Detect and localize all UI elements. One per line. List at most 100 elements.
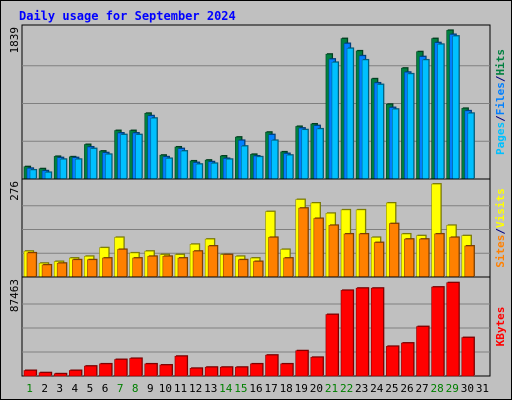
bar-pages-day-6	[105, 154, 112, 180]
bar-pages-day-27	[422, 59, 429, 180]
bar-kbytes-day-19	[295, 350, 309, 377]
x-tick-label-day-18: 18	[280, 382, 293, 395]
panel-mid-ymax-label: 276	[8, 181, 21, 201]
bar-pages-day-7	[120, 134, 127, 180]
legend-part-kbytes: KBytes	[494, 307, 507, 347]
bar-kbytes-day-10	[159, 364, 173, 377]
bar-pages-day-17	[271, 140, 278, 180]
bar-pages-day-30	[467, 113, 475, 180]
bar-pages-day-25	[392, 108, 399, 180]
bar-pages-day-12	[195, 163, 203, 180]
panel-top-legend-label: Pages/Files/Hits	[494, 49, 507, 155]
bar-pages-day-24	[376, 84, 384, 180]
x-tick-label-day-12: 12	[189, 382, 202, 395]
x-tick-label-day-27: 27	[415, 382, 428, 395]
bar-kbytes-day-16	[250, 363, 263, 377]
x-tick-label-day-23: 23	[355, 382, 368, 395]
bar-sites-day-8	[132, 257, 143, 278]
bar-sites-day-30	[464, 245, 475, 278]
bar-sites-day-3	[56, 262, 67, 278]
panel-top-ymax-label: 1839	[8, 27, 21, 54]
bar-kbytes-day-21	[325, 314, 339, 377]
bar-pages-day-11	[180, 150, 188, 180]
bar-kbytes-day-11	[174, 355, 188, 377]
panel-bot-ymax-label: 87463	[8, 279, 21, 312]
x-tick-label-day-21: 21	[325, 382, 338, 395]
bar-sites-day-13	[207, 245, 218, 278]
bar-pages-day-14	[225, 158, 233, 180]
bar-pages-day-13	[210, 163, 218, 180]
bar-kbytes-day-5	[84, 365, 97, 377]
bar-kbytes-day-27	[416, 326, 429, 377]
bar-kbytes-day-28	[431, 286, 445, 377]
x-tick-label-day-26: 26	[400, 382, 413, 395]
bar-kbytes-day-18	[280, 363, 294, 377]
bar-pages-day-26	[407, 73, 414, 180]
bar-pages-day-21	[331, 62, 339, 180]
bar-kbytes-day-20	[310, 357, 324, 377]
bar-sites-day-14	[222, 254, 233, 278]
bar-kbytes-day-12	[189, 368, 203, 377]
x-tick-label-day-30: 30	[461, 382, 474, 395]
x-tick-label-day-10: 10	[159, 382, 172, 395]
x-tick-label-day-24: 24	[370, 382, 384, 395]
bar-sites-day-25	[389, 223, 399, 278]
bar-kbytes-day-23	[355, 287, 369, 377]
bar-kbytes-day-25	[386, 346, 399, 377]
bar-kbytes-day-3	[53, 373, 67, 377]
x-tick-label-day-14: 14	[219, 382, 233, 395]
bar-sites-day-5	[87, 259, 97, 278]
x-tick-label-day-5: 5	[87, 382, 94, 395]
bar-sites-day-4	[71, 259, 82, 278]
bar-kbytes-day-26	[401, 342, 414, 377]
bar-pages-day-3	[59, 158, 67, 180]
bar-sites-day-24	[373, 242, 384, 278]
x-tick-label-day-11: 11	[174, 382, 187, 395]
bar-kbytes-day-8	[129, 358, 143, 377]
x-tick-label-day-16: 16	[249, 382, 262, 395]
bar-sites-day-7	[117, 249, 127, 278]
bar-sites-day-17	[268, 237, 278, 278]
x-tick-label-day-2: 2	[41, 382, 48, 395]
bar-sites-day-15	[238, 259, 248, 278]
bar-pages-day-16	[256, 156, 263, 180]
x-tick-label-day-9: 9	[147, 382, 154, 395]
x-tick-label-day-8: 8	[132, 382, 139, 395]
bar-kbytes-day-29	[446, 282, 460, 377]
x-tick-label-day-13: 13	[204, 382, 217, 395]
x-tick-label-day-19: 19	[295, 382, 308, 395]
bar-kbytes-day-2	[38, 372, 52, 377]
bar-pages-day-9	[150, 117, 158, 180]
bar-pages-day-19	[301, 129, 309, 180]
bar-pages-day-2	[44, 172, 52, 180]
bar-kbytes-day-4	[68, 370, 82, 377]
x-tick-label-day-20: 20	[310, 382, 323, 395]
bar-sites-day-21	[328, 225, 339, 278]
bar-sites-day-2	[41, 264, 52, 278]
bar-sites-day-26	[404, 238, 414, 278]
x-tick-label-day-4: 4	[72, 382, 79, 395]
bar-pages-day-4	[74, 158, 82, 180]
bar-sites-day-12	[192, 250, 203, 278]
legend-part-slash: /	[494, 75, 507, 82]
bar-sites-day-27	[419, 238, 429, 278]
bar-sites-day-19	[298, 207, 309, 278]
legend-part-sites: Sites	[494, 235, 507, 268]
legend-part-slash: /	[494, 115, 507, 122]
legend-part-pages: Pages	[494, 122, 507, 155]
bar-kbytes-day-9	[144, 363, 158, 377]
legend-part-hits: Hits	[494, 49, 507, 76]
bar-pages-day-1	[29, 169, 37, 180]
bar-sites-day-6	[102, 257, 112, 278]
bar-sites-day-29	[449, 237, 460, 278]
bar-kbytes-day-15	[235, 366, 248, 377]
x-tick-label-day-25: 25	[385, 382, 398, 395]
bar-kbytes-day-24	[370, 287, 384, 377]
bar-kbytes-day-17	[265, 354, 278, 377]
bar-kbytes-day-13	[204, 366, 218, 377]
bar-pages-day-28	[437, 44, 445, 180]
panel-mid-legend-label: Sites/Visits	[494, 188, 507, 268]
bar-pages-day-20	[316, 128, 324, 180]
bar-sites-day-22	[343, 233, 354, 278]
